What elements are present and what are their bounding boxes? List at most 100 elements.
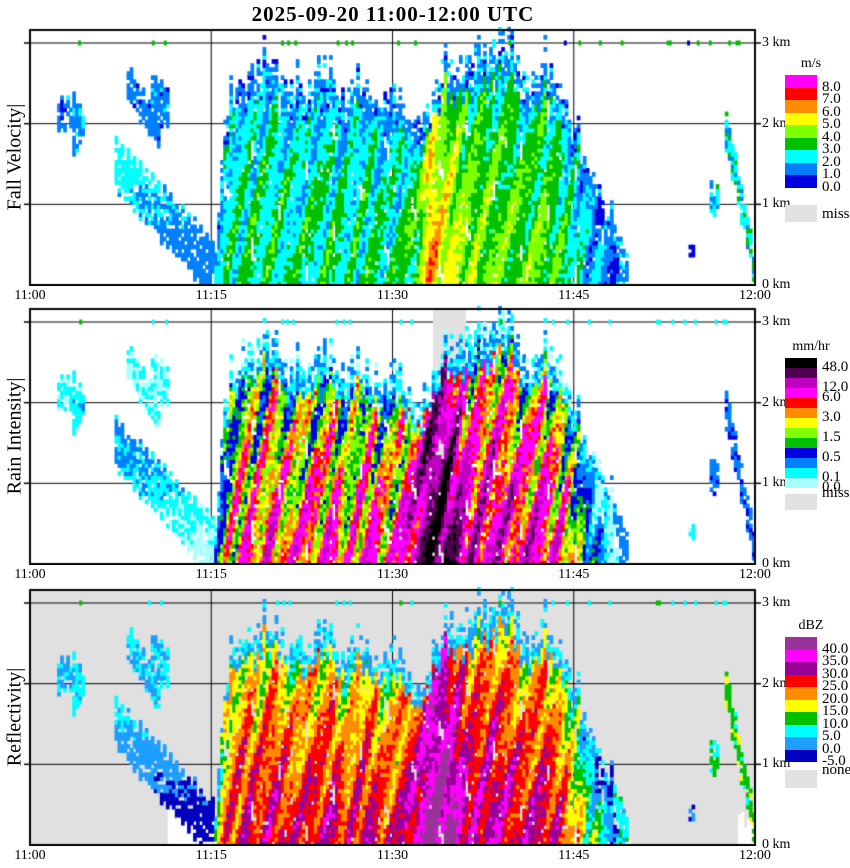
- height-axis-label-fv-0: 0 km: [762, 277, 791, 292]
- legend-swatch-rain-6: [785, 418, 817, 428]
- legend-tick-rain-7: 0.0: [822, 479, 841, 495]
- legend-swatch-fv-2: [785, 100, 817, 113]
- legend-tick-rain-5: 0.5: [822, 449, 841, 465]
- legend-title-fv: m/s: [800, 56, 822, 71]
- height-axis-label-dbz-3: 3 km: [762, 595, 791, 610]
- legend-swatch-rain-3: [785, 388, 817, 398]
- height-axis-label-fv-3: 3 km: [762, 35, 791, 50]
- reflectivity-panel: [0, 570, 850, 846]
- x-axis-label-rain-1: 11:15: [195, 567, 227, 582]
- x-axis-label-fv-2: 11:30: [376, 288, 409, 303]
- height-axis-label-dbz-1: 1 km: [762, 756, 791, 772]
- legend-tick-fv-4: 4.0: [822, 128, 841, 145]
- x-axis-label-rain-3: 11:45: [558, 567, 590, 582]
- legend-tick-fv-5: 3.0: [822, 141, 841, 157]
- height-axis-label-dbz-2: 2 km: [762, 675, 791, 691]
- legend-tick-dbz-3: 25.0: [822, 678, 849, 694]
- legend-swatch-rain-7: [785, 428, 817, 438]
- legend-swatch-dbz-7: [785, 724, 817, 737]
- height-axis-label-rain-0: 0 km: [762, 556, 791, 571]
- x-axis-label-dbz-1: 11:15: [195, 848, 227, 863]
- height-axis-label-fv-2: 2 km: [762, 115, 791, 131]
- x-axis-label-dbz-0: 11:00: [14, 848, 46, 863]
- x-axis-label-dbz-2: 11:30: [376, 848, 409, 863]
- x-axis-label-rain-4: 12:00: [739, 567, 771, 582]
- legend-swatch-rain-2: [785, 378, 817, 388]
- rain-intensity-panel: [0, 289, 850, 565]
- legend-tick-dbz-1: 35.0: [822, 653, 849, 669]
- legend-swatch-dbz-8: [785, 737, 817, 750]
- y-axis-title-fall-velocity: Fall Velocity|: [3, 103, 26, 211]
- x-axis-label-dbz-4: 12:00: [739, 848, 771, 863]
- x-axis-label-fv-0: 11:00: [14, 288, 46, 303]
- legend-swatch-rain-5: [785, 408, 817, 418]
- legend-tick-dbz-9: -5.0: [822, 753, 846, 769]
- legend-tick-rain-1: 12.0: [822, 379, 849, 395]
- legend-swatch-fv-1: [785, 87, 817, 100]
- legend-tick-rain-0: 48.0: [822, 359, 849, 375]
- legend-swatch-rain-11: [785, 468, 817, 478]
- legend-tick-fv-8: 0.0: [822, 178, 841, 195]
- legend-swatch-dbz-9: [785, 749, 817, 762]
- x-axis-label-rain-2: 11:30: [376, 567, 409, 582]
- height-axis-label-rain-1: 1 km: [762, 475, 791, 491]
- legend-swatch-fv-6: [785, 150, 817, 163]
- legend-swatch-rain-1: [785, 368, 817, 378]
- legend-swatch-fv-0: [785, 75, 817, 88]
- legend-tick-fv-1: 7.0: [822, 91, 841, 107]
- height-axis-label-dbz-0: 0 km: [762, 837, 791, 852]
- legend-swatch-fv-7: [785, 162, 817, 175]
- legend-swatch-rain-10: [785, 458, 817, 468]
- legend-swatch-dbz-1: [785, 649, 817, 662]
- legend-title-dbz: dBZ: [798, 618, 824, 633]
- legend-swatch-dbz-3: [785, 674, 817, 687]
- legend-swatch-rain-4: [785, 398, 817, 408]
- legend-swatch-dbz-4: [785, 687, 817, 700]
- x-axis-label-fv-4: 12:00: [739, 288, 771, 303]
- legend-tick-dbz-2: 30.0: [822, 665, 849, 682]
- height-axis-label-rain-2: 2 km: [762, 394, 791, 410]
- legend-swatch-dbz-2: [785, 662, 817, 675]
- fall-velocity-panel: [0, 10, 850, 286]
- legend-missing-label-rain: miss: [822, 485, 850, 501]
- legend-missing-label-fv: miss: [822, 206, 850, 222]
- legend-swatch-fv-8: [785, 175, 817, 188]
- legend-swatch-fv-4: [785, 125, 817, 138]
- legend-missing-swatch-rain: [785, 494, 817, 510]
- y-axis-title-rain-intensity: Rain Intensity|: [3, 377, 26, 495]
- x-axis-label-dbz-3: 11:45: [558, 848, 590, 863]
- legend-tick-fv-2: 6.0: [822, 103, 841, 120]
- legend-tick-fv-0: 8.0: [822, 78, 841, 95]
- height-axis-label-fv-1: 1 km: [762, 196, 791, 212]
- legend-swatch-fv-3: [785, 112, 817, 125]
- height-axis-label-rain-3: 3 km: [762, 314, 791, 329]
- legend-swatch-dbz-0: [785, 637, 817, 650]
- legend-missing-swatch-dbz: [785, 770, 817, 788]
- legend-tick-rain-6: 0.1: [822, 469, 841, 485]
- legend-tick-dbz-5: 15.0: [822, 703, 849, 719]
- legend-tick-dbz-4: 20.0: [822, 690, 849, 707]
- legend-tick-dbz-7: 5.0: [822, 728, 841, 744]
- legend-tick-rain-4: 1.5: [822, 429, 841, 445]
- legend-swatch-dbz-5: [785, 699, 817, 712]
- legend-tick-dbz-8: 0.0: [822, 740, 841, 757]
- legend-tick-fv-3: 5.0: [822, 116, 841, 132]
- legend-swatch-rain-0: [785, 358, 817, 368]
- x-axis-label-fv-1: 11:15: [195, 288, 227, 303]
- x-axis-label-fv-3: 11:45: [558, 288, 590, 303]
- legend-missing-label-dbz: none: [822, 762, 850, 778]
- legend-tick-rain-2: 6.0: [822, 389, 841, 405]
- legend-tick-rain-3: 3.0: [822, 409, 841, 425]
- legend-swatch-dbz-6: [785, 712, 817, 725]
- legend-swatch-rain-8: [785, 438, 817, 448]
- legend-swatch-rain-9: [785, 448, 817, 458]
- legend-tick-dbz-0: 40.0: [822, 640, 849, 657]
- legend-swatch-rain-12: [785, 478, 817, 488]
- legend-tick-fv-7: 1.0: [822, 166, 841, 182]
- x-axis-label-rain-0: 11:00: [14, 567, 46, 582]
- legend-tick-dbz-6: 10.0: [822, 715, 849, 732]
- legend-swatch-fv-5: [785, 137, 817, 150]
- legend-title-rain: mm/hr: [792, 339, 830, 354]
- y-axis-title-reflectivity: Reflectivity|: [3, 667, 26, 767]
